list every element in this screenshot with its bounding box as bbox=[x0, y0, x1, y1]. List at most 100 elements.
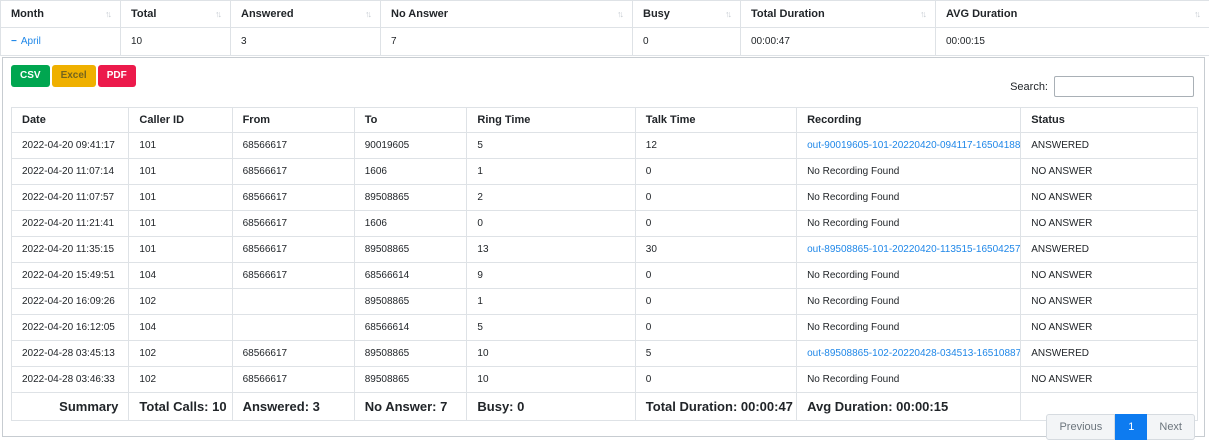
summary-col-no-answer-label: No Answer bbox=[391, 8, 448, 20]
to-cell: 89508865 bbox=[354, 185, 467, 211]
talk-time-cell: 0 bbox=[635, 263, 796, 289]
recording-link[interactable]: out-89508865-102-20220428-034513-1651088… bbox=[807, 348, 1021, 359]
table-row: 2022-04-20 15:49:51 104 68566617 6856661… bbox=[12, 263, 1198, 289]
recording-link: No Recording Found bbox=[807, 322, 899, 333]
col-caller-id: Caller ID bbox=[129, 108, 232, 133]
recording-cell: No Recording Found bbox=[797, 159, 1021, 185]
recording-link: No Recording Found bbox=[807, 166, 899, 177]
summary-label: Summary bbox=[12, 393, 129, 421]
sort-icon: ↑↓ bbox=[105, 9, 110, 19]
total-duration-cell: 00:00:47 bbox=[741, 28, 936, 56]
from-cell: 68566617 bbox=[232, 133, 354, 159]
calls-table-body: 2022-04-20 09:41:17 101 68566617 9001960… bbox=[12, 133, 1198, 393]
sort-icon: ↑↓ bbox=[215, 9, 220, 19]
to-cell: 1606 bbox=[354, 159, 467, 185]
status-cell: NO ANSWER bbox=[1021, 185, 1198, 211]
ring-time-cell: 10 bbox=[467, 341, 635, 367]
table-row: 2022-04-20 11:07:14 101 68566617 1606 1 … bbox=[12, 159, 1198, 185]
summary-total-calls: Total Calls: 10 bbox=[129, 393, 232, 421]
talk-time-cell: 0 bbox=[635, 315, 796, 341]
to-cell: 68566614 bbox=[354, 263, 467, 289]
ring-time-cell: 1 bbox=[467, 289, 635, 315]
recording-link: No Recording Found bbox=[807, 296, 899, 307]
ring-time-cell: 10 bbox=[467, 367, 635, 393]
recording-link[interactable]: out-89508865-101-20220420-113515-1650425… bbox=[807, 244, 1021, 255]
summary-col-busy[interactable]: Busy↑↓ bbox=[633, 1, 741, 28]
sort-icon: ↑↓ bbox=[1194, 9, 1199, 19]
monthly-summary-row-april: −April 10 3 7 0 00:00:47 00:00:15 bbox=[1, 28, 1209, 56]
talk-time-cell: 0 bbox=[635, 367, 796, 393]
date-cell: 2022-04-28 03:46:33 bbox=[12, 367, 129, 393]
summary-col-avg-duration-label: AVG Duration bbox=[946, 8, 1017, 20]
caller-id-cell: 101 bbox=[129, 237, 232, 263]
summary-busy: Busy: 0 bbox=[467, 393, 635, 421]
calls-table-header-row: Date Caller ID From To Ring Time Talk Ti… bbox=[12, 108, 1198, 133]
to-cell: 89508865 bbox=[354, 367, 467, 393]
recording-link[interactable]: out-90019605-101-20220420-094117-1650418… bbox=[807, 140, 1021, 151]
summary-col-avg-duration[interactable]: AVG Duration ↑↓ bbox=[936, 1, 1209, 28]
col-to: To bbox=[354, 108, 467, 133]
from-cell: 68566617 bbox=[232, 211, 354, 237]
from-cell: 68566617 bbox=[232, 185, 354, 211]
col-from: From bbox=[232, 108, 354, 133]
date-cell: 2022-04-20 09:41:17 bbox=[12, 133, 129, 159]
status-cell: NO ANSWER bbox=[1021, 159, 1198, 185]
sort-icon: ↑↓ bbox=[920, 9, 925, 19]
avg-duration-cell: 00:00:15 bbox=[936, 28, 1209, 56]
date-cell: 2022-04-28 03:45:13 bbox=[12, 341, 129, 367]
recording-cell: No Recording Found bbox=[797, 185, 1021, 211]
search-box: Search: bbox=[1010, 76, 1194, 97]
from-cell: 68566617 bbox=[232, 367, 354, 393]
talk-time-cell: 5 bbox=[635, 341, 796, 367]
ring-time-cell: 5 bbox=[467, 133, 635, 159]
recording-cell: No Recording Found bbox=[797, 367, 1021, 393]
summary-col-answered-label: Answered bbox=[241, 8, 294, 20]
table-row: 2022-04-20 16:09:26 102 89508865 1 0 No … bbox=[12, 289, 1198, 315]
recording-cell: No Recording Found bbox=[797, 211, 1021, 237]
status-cell: ANSWERED bbox=[1021, 341, 1198, 367]
date-cell: 2022-04-20 16:12:05 bbox=[12, 315, 129, 341]
export-pdf-button[interactable]: PDF bbox=[98, 65, 136, 87]
recording-link: No Recording Found bbox=[807, 192, 899, 203]
summary-col-total-label: Total bbox=[131, 8, 156, 20]
search-label: Search: bbox=[1010, 81, 1048, 93]
summary-total-duration: Total Duration: 00:00:47 bbox=[635, 393, 796, 421]
summary-col-total-duration[interactable]: Total Duration↑↓ bbox=[741, 1, 936, 28]
recording-cell: out-90019605-101-20220420-094117-1650418… bbox=[797, 133, 1021, 159]
summary-answered: Answered: 3 bbox=[232, 393, 354, 421]
summary-col-total[interactable]: Total ↑↓ bbox=[121, 1, 231, 28]
export-excel-button[interactable]: Excel bbox=[52, 65, 96, 87]
recording-cell: out-89508865-101-20220420-113515-1650425… bbox=[797, 237, 1021, 263]
search-input[interactable] bbox=[1054, 76, 1194, 97]
summary-col-answered[interactable]: Answered↑↓ bbox=[231, 1, 381, 28]
status-cell: ANSWERED bbox=[1021, 237, 1198, 263]
recording-cell: No Recording Found bbox=[797, 315, 1021, 341]
talk-time-cell: 0 bbox=[635, 211, 796, 237]
summary-col-month[interactable]: Month ↑↓ bbox=[1, 1, 121, 28]
date-cell: 2022-04-20 11:07:14 bbox=[12, 159, 129, 185]
month-cell: −April bbox=[1, 28, 121, 56]
status-cell: ANSWERED bbox=[1021, 133, 1198, 159]
summary-col-no-answer[interactable]: No Answer↑↓ bbox=[381, 1, 633, 28]
ring-time-cell: 13 bbox=[467, 237, 635, 263]
summary-col-busy-label: Busy bbox=[643, 8, 670, 20]
total-cell: 10 bbox=[121, 28, 231, 56]
from-cell: 68566617 bbox=[232, 237, 354, 263]
month-link[interactable]: April bbox=[21, 36, 41, 47]
table-row: 2022-04-28 03:46:33 102 68566617 8950886… bbox=[12, 367, 1198, 393]
ring-time-cell: 0 bbox=[467, 211, 635, 237]
talk-time-cell: 0 bbox=[635, 159, 796, 185]
recording-link: No Recording Found bbox=[807, 270, 899, 281]
collapse-row-icon[interactable]: − bbox=[11, 36, 17, 47]
date-cell: 2022-04-20 11:07:57 bbox=[12, 185, 129, 211]
busy-cell: 0 bbox=[633, 28, 741, 56]
status-cell: NO ANSWER bbox=[1021, 211, 1198, 237]
export-buttons: CSV Excel PDF bbox=[11, 65, 136, 87]
summary-col-month-label: Month bbox=[11, 8, 44, 20]
to-cell: 89508865 bbox=[354, 341, 467, 367]
ring-time-cell: 2 bbox=[467, 185, 635, 211]
date-cell: 2022-04-20 16:09:26 bbox=[12, 289, 129, 315]
export-csv-button[interactable]: CSV bbox=[11, 65, 50, 87]
talk-time-cell: 30 bbox=[635, 237, 796, 263]
talk-time-cell: 12 bbox=[635, 133, 796, 159]
